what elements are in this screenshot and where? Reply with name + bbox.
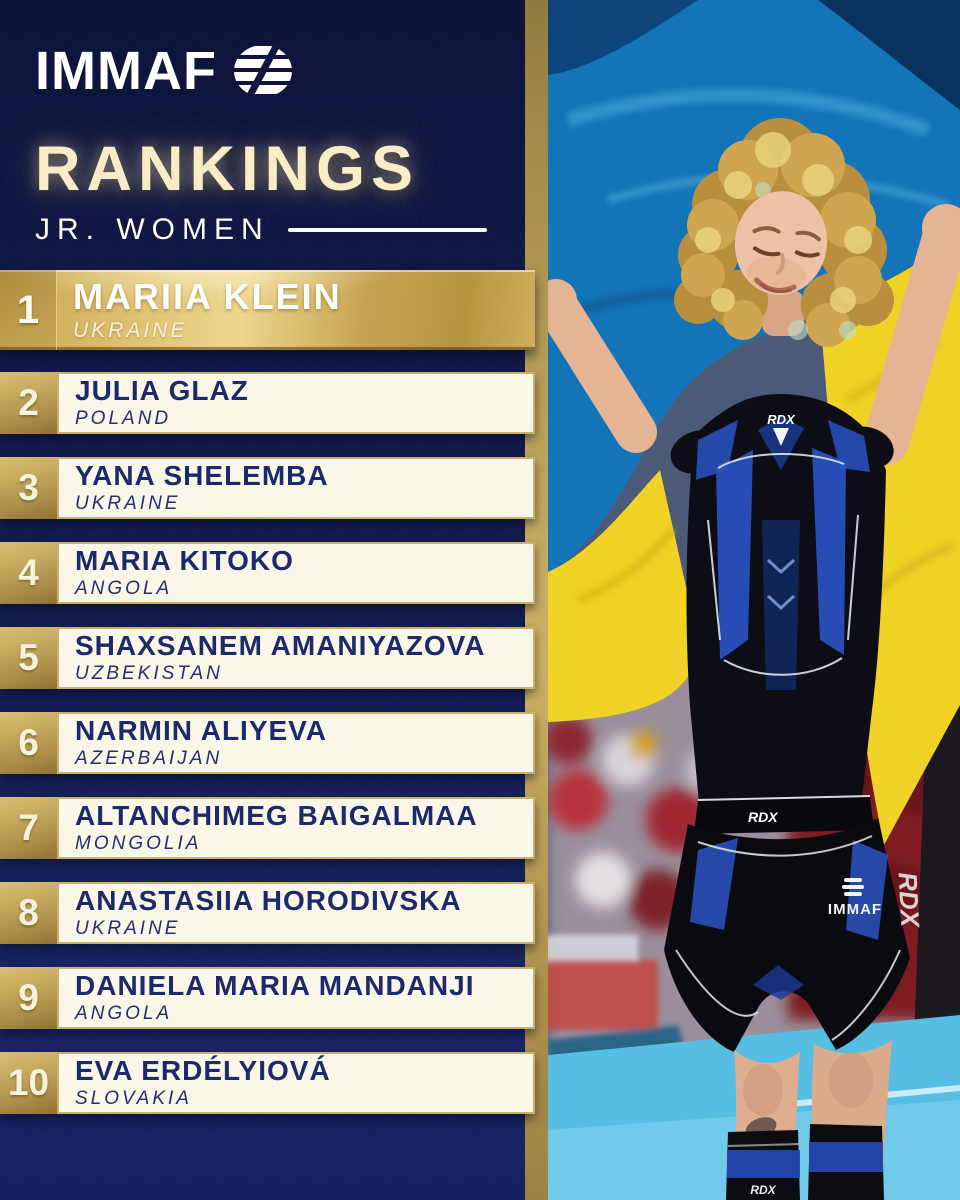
athlete-country: MONGOLIA [75,832,202,854]
curly-hair [674,118,894,347]
immaf-wordmark: IMMAF [35,41,217,101]
athlete-name: DANIELA MARIA MANDANJI [75,970,475,1002]
ranking-row-8: 8 ANASTASIIA HORODIVSKA UKRAINE [0,882,535,944]
athlete: RDX RDX [548,118,960,1200]
athlete-country: UKRAINE [73,318,188,342]
athlete-country: POLAND [75,407,172,429]
ranking-row-5: 5 SHAXSANEM AMANIYAZOVA UZBEKISTAN [0,627,535,689]
immaf-logo: IMMAF [35,42,487,100]
ranking-row-4: 4 MARIA KITOKO ANGOLA [0,542,535,604]
immaf-globe-icon [233,44,292,98]
shorts-immaf-logo [842,878,864,896]
ranking-row-6: 6 NARMIN ALIYEVA AZERBAIJAN [0,712,535,774]
rank-number: 10 [0,1052,57,1114]
page-subtitle-row: JR. WOMEN [35,215,487,245]
page-title: RANKINGS [35,134,420,204]
athlete-country: AZERBAIJAN [75,747,223,769]
athlete-country: UZBEKISTAN [75,662,223,684]
shorts-brand-text: IMMAF [828,901,882,918]
page-subtitle: JR. WOMEN [35,213,270,246]
athlete-name: ANASTASIIA HORODIVSKA [75,885,462,917]
athlete-country: UKRAINE [75,492,181,514]
athlete-name: EVA ERDÉLYIOVÁ [75,1055,331,1087]
athlete-name: MARIA KITOKO [75,545,294,577]
athlete-name: NARMIN ALIYEVA [75,715,327,747]
ranking-row-1: 1 MARIIA KLEIN UKRAINE [0,270,535,350]
athlete-name: ALTANCHIMEG BAIGALMAA [75,800,478,832]
ranking-row-2: 2 JULIA GLAZ POLAND [0,372,535,434]
shorts: RDX IMMAF RDX [664,795,926,1052]
header: IMMAF RANKINGS JR. WOMEN [0,0,525,245]
arms [548,204,960,465]
rank-number: 6 [0,712,57,774]
rash-guard: RDX [670,394,894,831]
ranking-row-9: 9 DANIELA MARIA MANDANJI ANGOLA [0,967,535,1029]
rank-number: 3 [0,457,57,519]
rank-number: 1 [0,270,57,350]
athlete-name: YANA SHELEMBA [75,460,329,492]
chest-brand-text: RDX [767,412,796,427]
athlete-country: ANGOLA [75,1002,173,1024]
shorts-side-brand-text: RDX [893,871,926,929]
rank-number: 4 [0,542,57,604]
athlete-country: UKRAINE [75,917,181,939]
athlete-name: MARIIA KLEIN [73,276,342,318]
face [734,191,828,295]
shin-brand-text: RDX [750,1183,776,1197]
shin-guards: RDX [726,1124,884,1200]
athlete-name: JULIA GLAZ [75,375,249,407]
hero-photo-illustration: RDX RDX [548,0,960,1200]
rank-number: 2 [0,372,57,434]
subtitle-rule [287,228,487,232]
rank-number: 5 [0,627,57,689]
athlete-country: SLOVAKIA [75,1087,192,1109]
rank-number: 7 [0,797,57,859]
ranking-row-3: 3 YANA SHELEMBA UKRAINE [0,457,535,519]
ranking-row-7: 7 ALTANCHIMEG BAIGALMAA MONGOLIA [0,797,535,859]
hero-photo: RDX RDX [548,0,960,1200]
rank-number: 8 [0,882,57,944]
athlete-country: ANGOLA [75,577,173,599]
belt-brand-text: RDX [748,809,779,825]
athlete-name: SHAXSANEM AMANIYAZOVA [75,630,486,662]
ranking-row-10: 10 EVA ERDÉLYIOVÁ SLOVAKIA [0,1052,535,1114]
rank-number: 9 [0,967,57,1029]
chest-brand-mark [773,428,789,446]
rankings-list: 1 MARIIA KLEIN UKRAINE 2 JULIA GLAZ POLA… [0,270,535,1137]
